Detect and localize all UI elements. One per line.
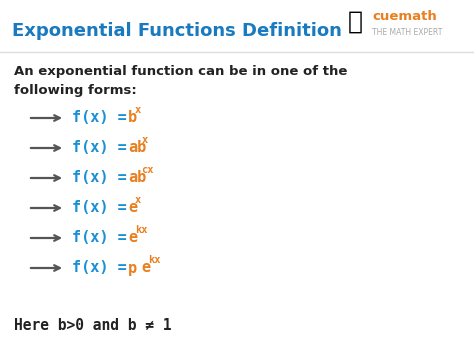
Text: kx: kx	[135, 225, 147, 235]
Text: e: e	[142, 261, 151, 275]
Text: Exponential Functions Definition: Exponential Functions Definition	[12, 22, 342, 40]
Text: x: x	[135, 105, 141, 115]
Text: f(x) =: f(x) =	[72, 201, 136, 215]
Text: f(x) =: f(x) =	[72, 171, 136, 185]
Text: e: e	[128, 231, 137, 245]
Text: b: b	[128, 110, 137, 126]
Text: ab: ab	[128, 140, 146, 156]
Text: Here b>0 and b ≠ 1: Here b>0 and b ≠ 1	[14, 318, 172, 333]
Text: f(x) =: f(x) =	[72, 110, 136, 126]
Text: x: x	[142, 135, 148, 145]
Text: following forms:: following forms:	[14, 84, 137, 97]
Text: ab: ab	[128, 171, 146, 185]
Text: x: x	[135, 195, 141, 205]
Text: 🚀: 🚀	[348, 10, 363, 34]
Text: An exponential function can be in one of the: An exponential function can be in one of…	[14, 65, 347, 78]
Text: f(x) =: f(x) =	[72, 231, 136, 245]
Text: e: e	[128, 201, 137, 215]
Text: f(x) =: f(x) =	[72, 140, 136, 156]
Text: p: p	[128, 261, 146, 275]
Text: kx: kx	[148, 255, 161, 265]
Text: cuemath: cuemath	[372, 10, 437, 23]
Text: cx: cx	[142, 165, 154, 175]
Text: f(x) =: f(x) =	[72, 261, 136, 275]
Text: THE MATH EXPERT: THE MATH EXPERT	[372, 28, 442, 37]
